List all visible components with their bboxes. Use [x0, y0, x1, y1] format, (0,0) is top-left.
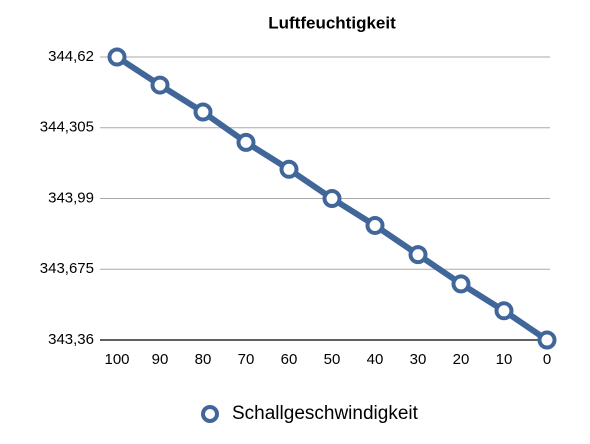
point [322, 189, 342, 208]
y-tick-label: 343,675 [40, 260, 94, 277]
x-tick-label: 90 [152, 351, 169, 368]
point [107, 47, 127, 67]
point [408, 245, 428, 265]
x-tick-label: 10 [496, 351, 513, 368]
x-tick-label: 70 [238, 351, 255, 368]
x-tick-label: 50 [324, 351, 341, 368]
x-tick-label: 20 [453, 351, 470, 368]
x-tick-label: 40 [367, 351, 384, 368]
point [279, 159, 299, 179]
x-tick-label: 30 [410, 351, 427, 368]
legend-marker [201, 405, 219, 423]
legend-label: Schallgeschwindigkeit [232, 403, 419, 424]
y-tick-label: 344,305 [40, 119, 94, 136]
point [494, 301, 514, 321]
point [150, 75, 170, 95]
x-tick-label: 100 [104, 351, 129, 368]
chart-title: Luftfeuchtigkeit [268, 13, 396, 32]
point [236, 132, 256, 152]
point [365, 215, 385, 235]
y-tick-label: 343,36 [48, 331, 94, 348]
point [193, 102, 213, 122]
x-tick-label: 60 [281, 351, 298, 368]
x-tick-label: 80 [195, 351, 212, 368]
point [537, 330, 557, 350]
point [451, 274, 471, 294]
y-tick-label: 343,99 [48, 189, 94, 206]
x-tick-label: 0 [543, 351, 551, 368]
y-tick-label: 344,62 [48, 48, 94, 65]
